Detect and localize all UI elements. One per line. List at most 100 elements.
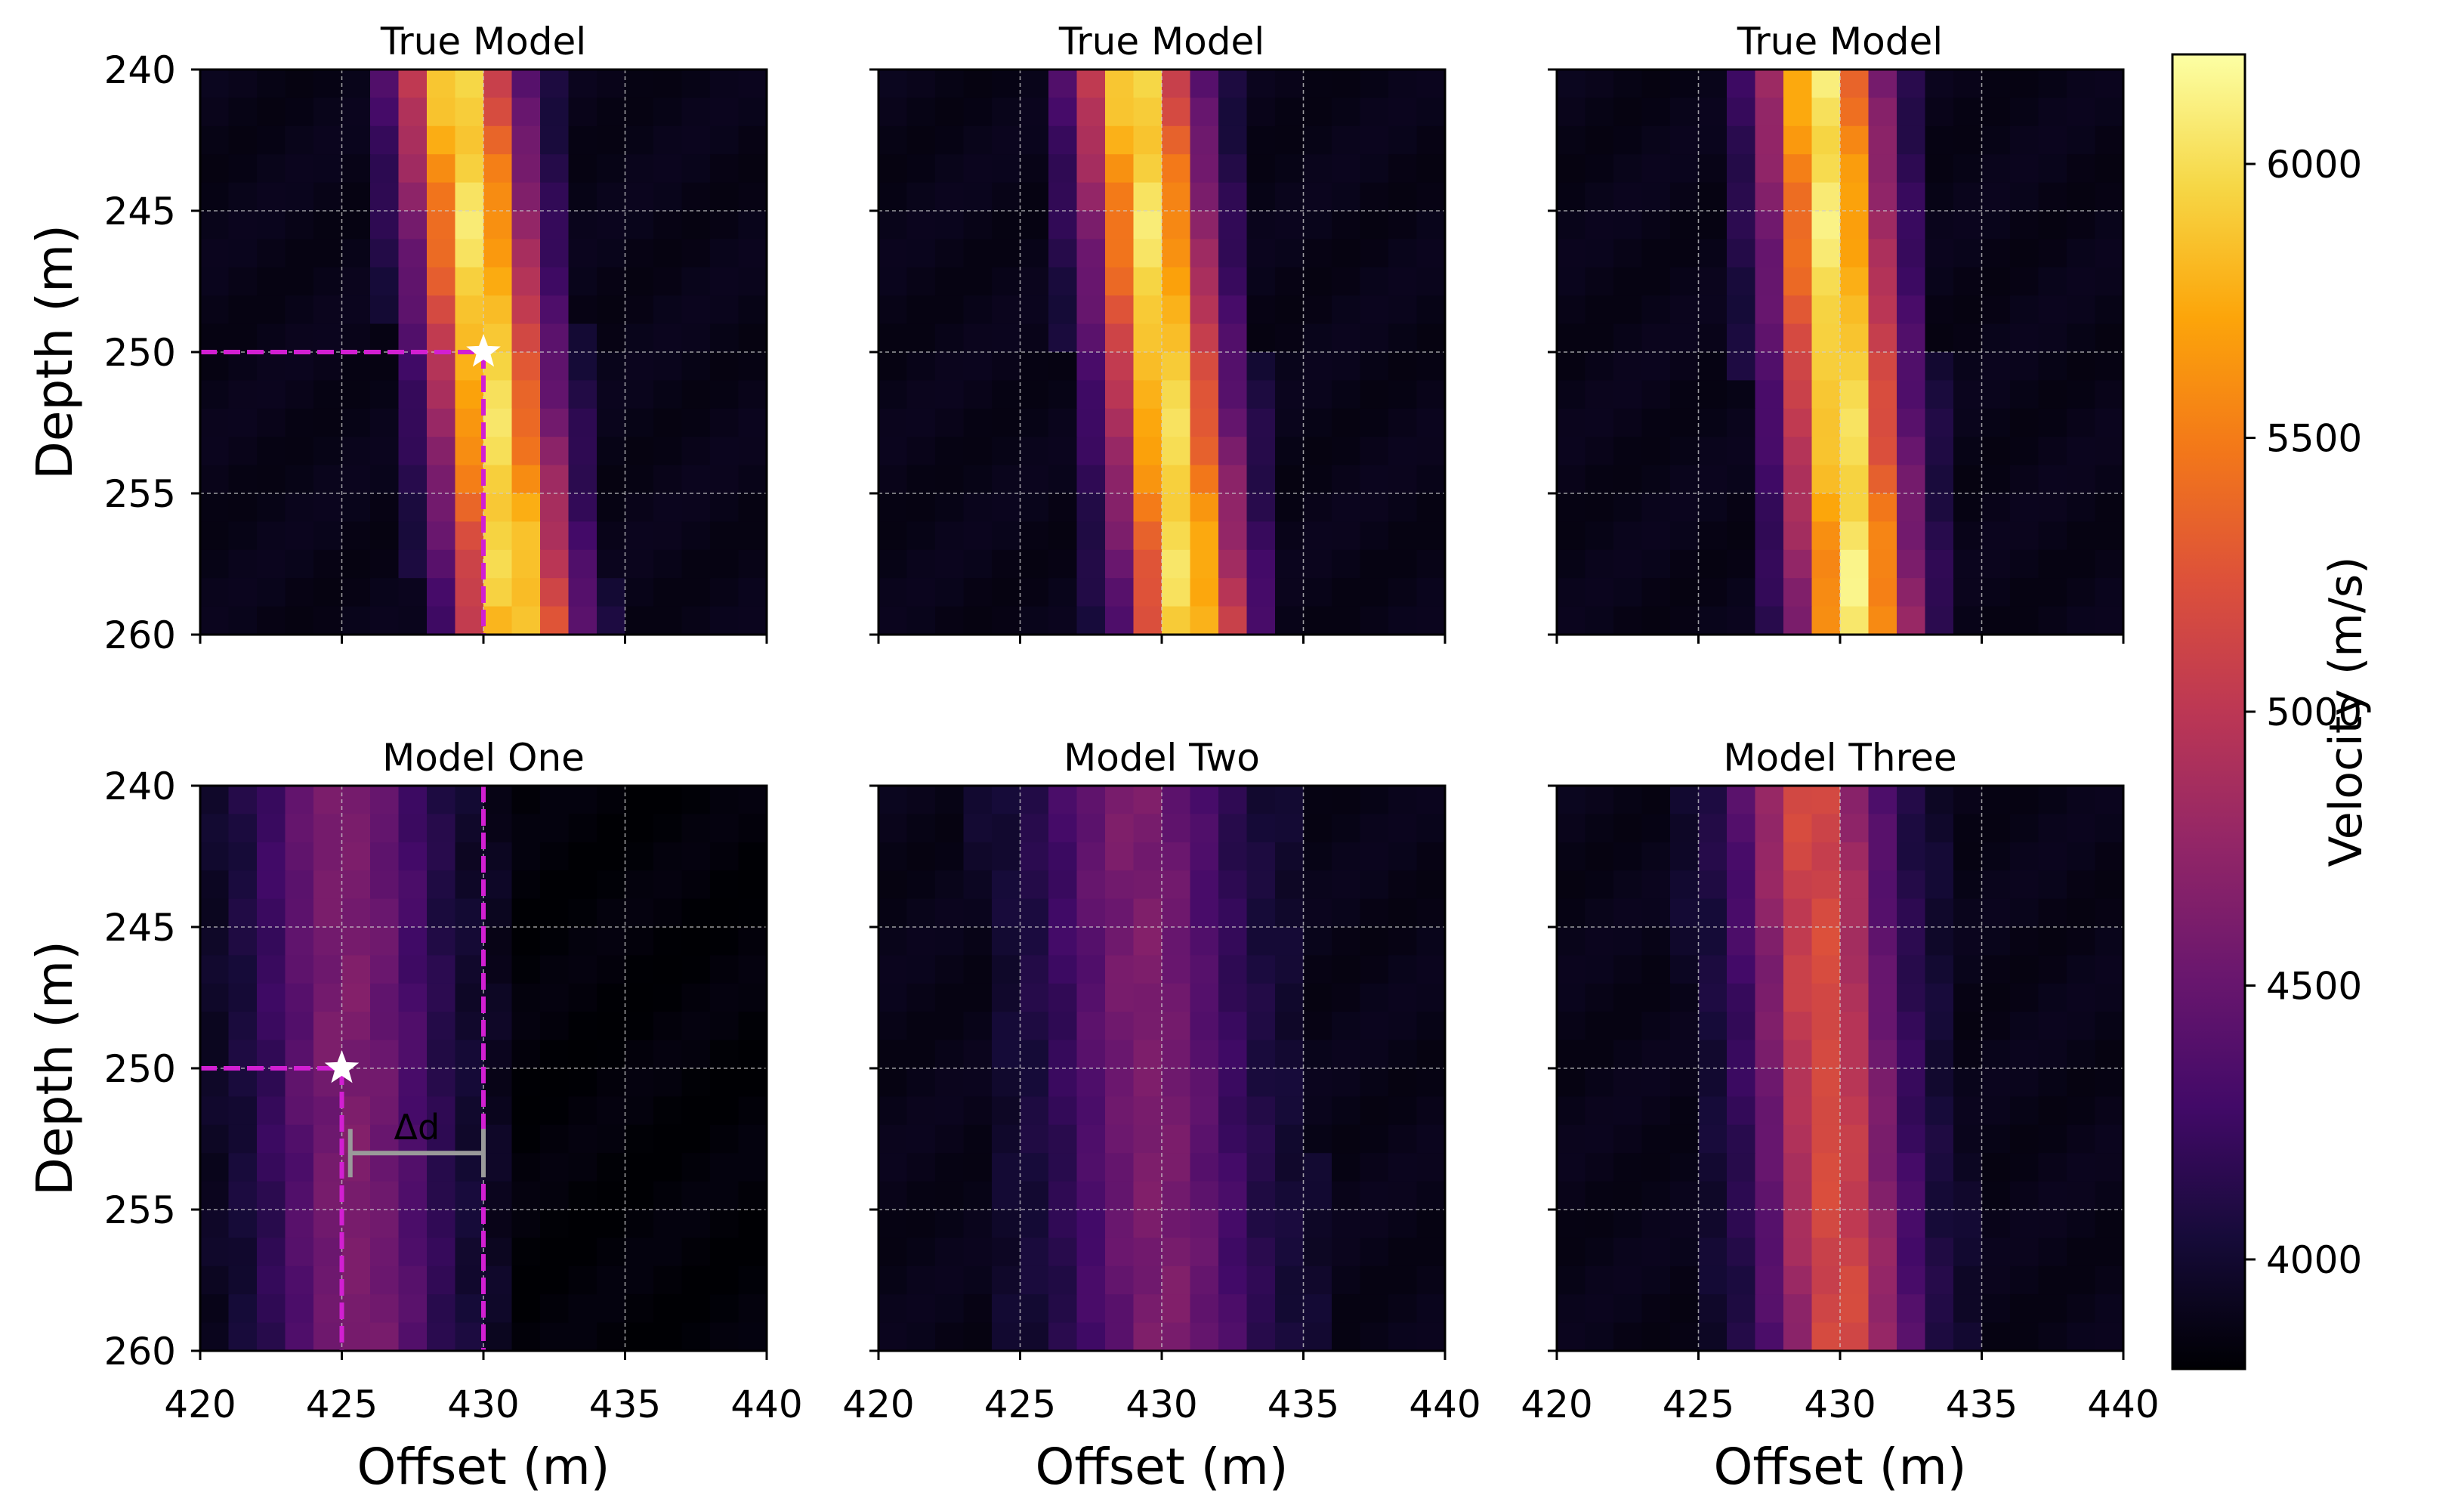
heatmap-cell [738, 1238, 767, 1267]
heatmap-cell [285, 1265, 314, 1295]
heatmap-cell [2038, 927, 2067, 956]
heatmap-cell [1641, 267, 1671, 296]
heatmap-cell [1811, 239, 1841, 268]
heatmap-cell [1897, 211, 1926, 239]
heatmap-cell [710, 323, 740, 353]
heatmap-cell [1162, 408, 1191, 437]
heatmap-cell [1811, 786, 1841, 814]
heatmap-cell [1048, 1124, 1078, 1154]
heatmap-cell [1020, 927, 1049, 956]
heatmap-cell [1105, 983, 1135, 1012]
heatmap-cell [1755, 267, 1784, 296]
heatmap-cell [738, 295, 767, 325]
heatmap-cell [1698, 97, 1728, 127]
heatmap-cell [1755, 465, 1784, 494]
heatmap-cell [906, 154, 936, 184]
heatmap-cell [963, 1153, 993, 1182]
heatmap-cell [1275, 125, 1305, 155]
heatmap-cell [1048, 870, 1078, 900]
heatmap-cell [1416, 239, 1446, 268]
heatmap-cell [1727, 97, 1756, 127]
heatmap-cell [906, 521, 936, 551]
heatmap-cell [228, 1012, 258, 1041]
heatmap-cell [710, 380, 740, 409]
heatmap-cell [1953, 1322, 1983, 1352]
heatmap-cell [200, 70, 230, 98]
heatmap-cell [681, 267, 711, 296]
heatmap-cell [710, 955, 740, 984]
heatmap-cell [2038, 1040, 2067, 1069]
heatmap-cell [653, 267, 683, 296]
heatmap-cell [963, 182, 993, 212]
heatmap-cell [313, 549, 343, 579]
heatmap-cell [963, 927, 993, 956]
heatmap-cell [285, 239, 314, 268]
heatmap-cell [738, 352, 767, 381]
heatmap-cell [1811, 493, 1841, 522]
heatmap-cell [1981, 870, 2011, 900]
heatmap-cell [1332, 549, 1361, 579]
heatmap-cell [1332, 1210, 1361, 1238]
heatmap-cell [1613, 1238, 1643, 1267]
heatmap-cell [511, 955, 541, 984]
heatmap-cell [1162, 295, 1191, 325]
heatmap-cell [1190, 465, 1219, 494]
heatmap-cell [1246, 211, 1276, 239]
heatmap-cell [200, 1265, 230, 1295]
heatmap-cell [1840, 814, 1870, 843]
heatmap-cell [257, 267, 286, 296]
heatmap-cell [1953, 1012, 1983, 1041]
heatmap-cell [1162, 1068, 1191, 1097]
heatmap-cell [1925, 1124, 1954, 1154]
heatmap-cell [1925, 606, 1954, 635]
heatmap-cell [1416, 97, 1446, 127]
x-tick-label: 430 [1804, 1383, 1876, 1426]
heatmap-cell [1162, 1294, 1191, 1324]
heatmap-cell [341, 408, 371, 437]
heatmap-cell [653, 1124, 683, 1154]
heatmap-cell [1133, 1238, 1163, 1267]
heatmap-cell [1783, 408, 1813, 437]
heatmap-cell [1868, 1124, 1897, 1154]
heatmap-cell [1613, 1096, 1643, 1126]
heatmap-cell [1613, 408, 1643, 437]
heatmap-cell [1868, 154, 1897, 184]
heatmap-cell [1190, 437, 1219, 466]
heatmap-cell [625, 1096, 654, 1126]
heatmap-cell [511, 870, 541, 900]
heatmap-cell [1557, 182, 1586, 212]
heatmap-cell [1360, 267, 1389, 296]
heatmap-cell [1953, 1068, 1983, 1097]
heatmap-cell [1416, 1265, 1446, 1295]
heatmap-cell [710, 493, 740, 522]
heatmap-cell [878, 842, 908, 871]
heatmap-cell [370, 870, 400, 900]
heatmap-cell [1840, 323, 1870, 353]
heatmap-cell [1925, 352, 1954, 381]
heatmap-cell [653, 578, 683, 607]
heatmap-cell [906, 323, 936, 353]
heatmap-cell [341, 1238, 371, 1267]
heatmap-cell [992, 493, 1021, 522]
heatmap-cell [1953, 786, 1983, 814]
heatmap-cell [398, 521, 428, 551]
heatmap-cell [200, 578, 230, 607]
heatmap-cell [427, 380, 456, 409]
heatmap-cell [1897, 521, 1926, 551]
heatmap-cell [1925, 955, 1954, 984]
heatmap-cell [1953, 154, 1983, 184]
heatmap-cell [738, 606, 767, 635]
heatmap-cell [1388, 1068, 1418, 1097]
x-tick-label: 430 [447, 1383, 519, 1426]
heatmap-cell [1557, 927, 1586, 956]
heatmap-cell [1048, 1068, 1078, 1097]
heatmap-cell [2067, 1294, 2096, 1324]
heatmap-cell [992, 578, 1021, 607]
heatmap-cell [1755, 437, 1784, 466]
heatmap-cell [1783, 898, 1813, 928]
heatmap-cell [1020, 97, 1049, 127]
heatmap-cell [341, 1210, 371, 1238]
heatmap-cell [1048, 1153, 1078, 1182]
heatmap-cell [1133, 870, 1163, 900]
heatmap-cell [1840, 239, 1870, 268]
